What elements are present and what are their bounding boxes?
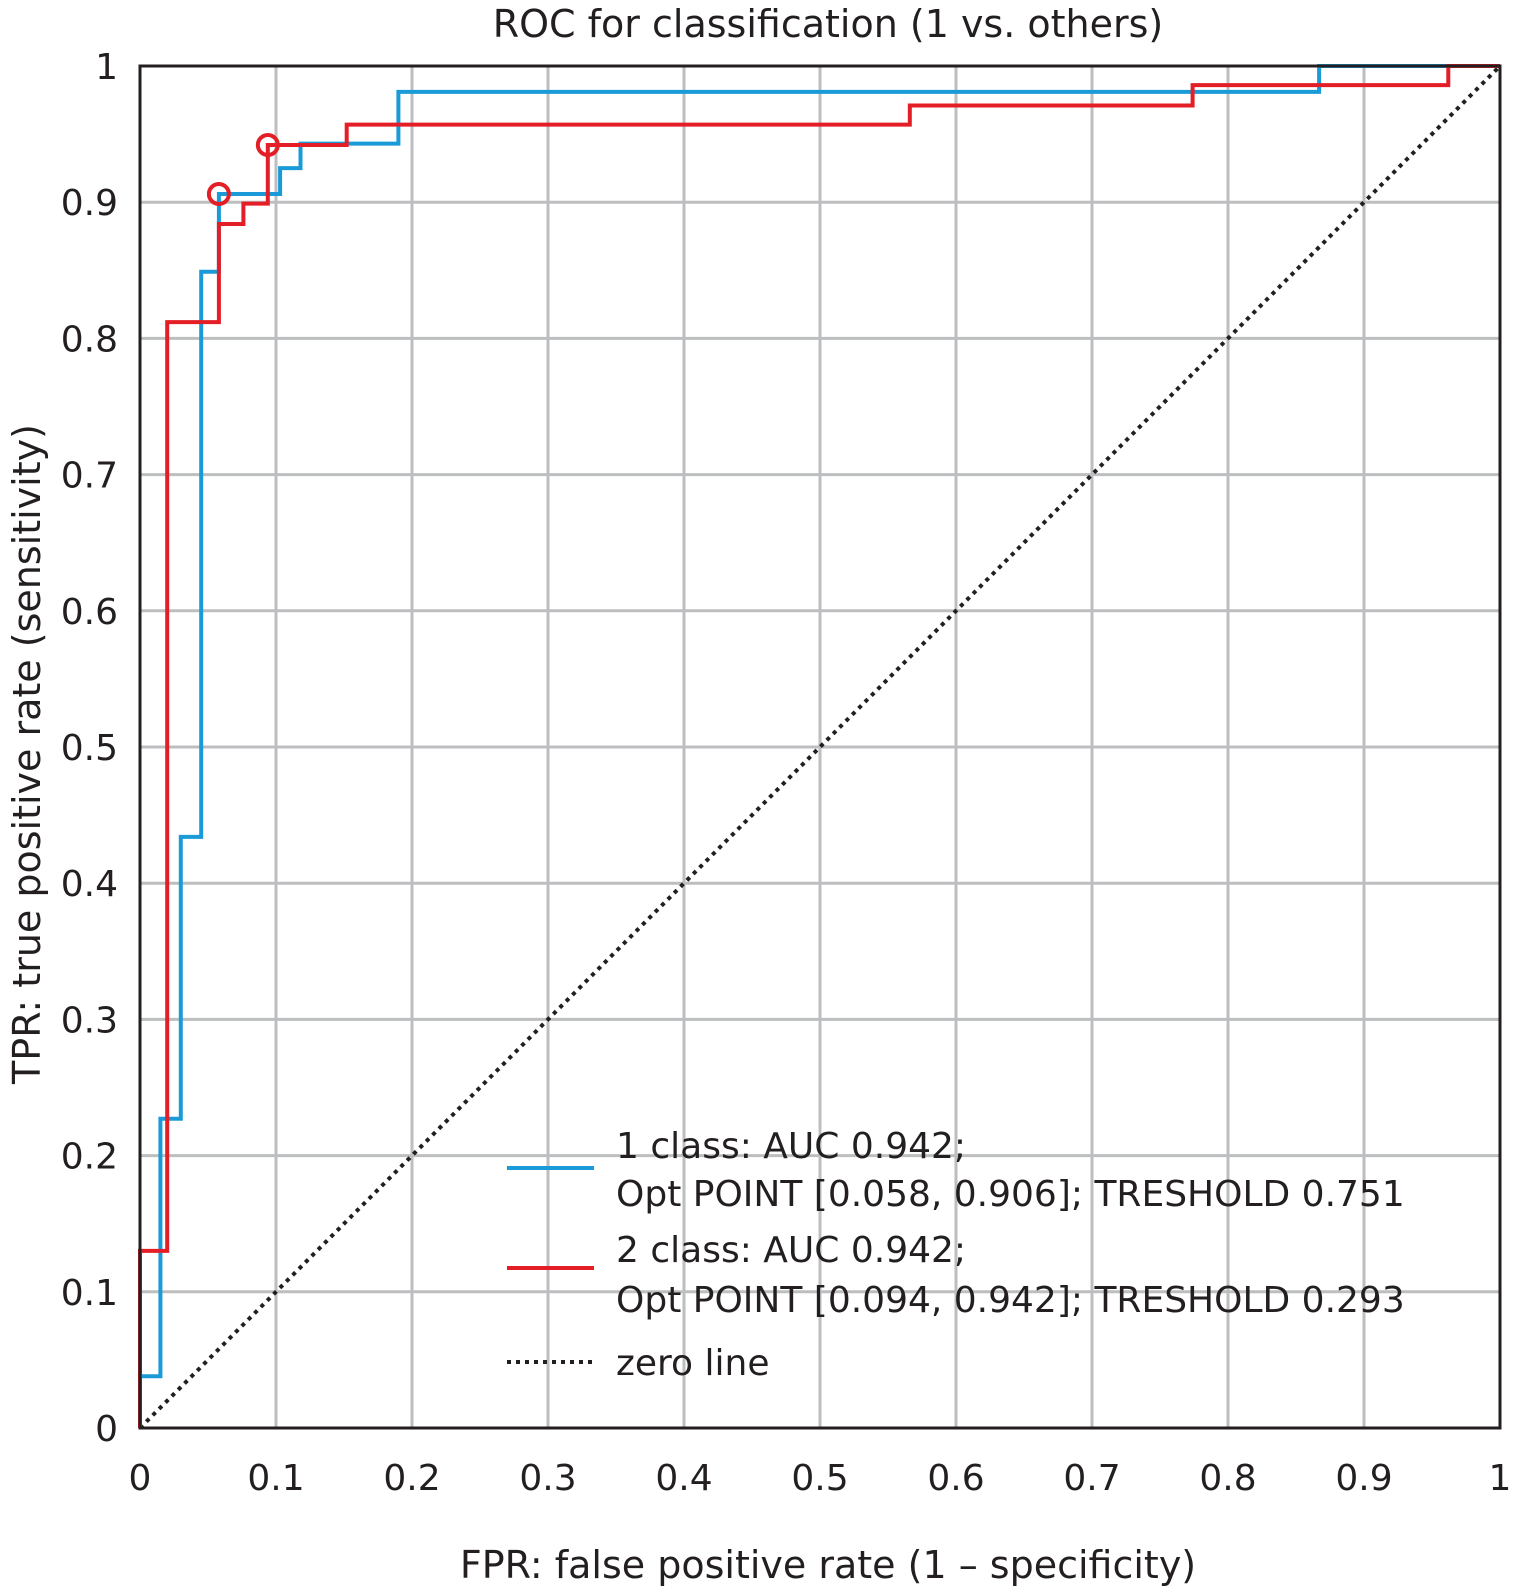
zero-line-layer <box>138 64 1502 1430</box>
legend-label-2-class: Opt POINT [0.094, 0.942]; TRESHOLD 0.293 <box>616 1280 1405 1321</box>
y-tick-label: 0.6 <box>61 592 118 633</box>
x-tick-label: 0.1 <box>247 1458 304 1499</box>
y-tick-label: 0 <box>95 1409 118 1450</box>
chart-title: ROC for classification (1 vs. others) <box>493 2 1164 46</box>
y-tick-label: 0.9 <box>61 183 118 224</box>
x-tick-label: 0.5 <box>791 1458 848 1499</box>
y-tick-label: 0.4 <box>61 864 118 905</box>
legend-label-1-class: Opt POINT [0.058, 0.906]; TRESHOLD 0.751 <box>616 1174 1405 1215</box>
y-tick-label: 1 <box>95 47 118 88</box>
series-layer <box>138 64 1500 1428</box>
x-tick-label: 0 <box>129 1458 152 1499</box>
x-tick-label: 0.8 <box>1199 1458 1256 1499</box>
series-line-zero-line <box>138 64 1502 1430</box>
y-tick-label: 0.5 <box>61 728 118 769</box>
x-axis-title: FPR: false positive rate (1 – specificit… <box>460 1543 1196 1587</box>
legend-label-2-class: 2 class: AUC 0.942; <box>616 1230 966 1271</box>
x-tick-label: 1 <box>1489 1458 1512 1499</box>
y-tick-label: 0.1 <box>61 1273 118 1314</box>
legend-label-zero-line: zero line <box>616 1343 770 1384</box>
y-tick-label: 0.7 <box>61 456 118 497</box>
y-tick-label: 0.3 <box>61 1000 118 1041</box>
y-axis-title: TPR: true positive rate (sensitivity) <box>5 424 49 1085</box>
legend: 1 class: AUC 0.942; Opt POINT [0.058, 0.9… <box>507 1126 1405 1384</box>
y-tick-label: 0.2 <box>61 1137 118 1178</box>
opt-point-marker-2-class <box>255 132 280 157</box>
x-tick-label: 0.2 <box>383 1458 440 1499</box>
x-tick-label: 0.7 <box>1063 1458 1120 1499</box>
y-tick-labels: 0 0.1 0.2 0.3 0.4 0.5 0.6 0.7 0.8 0.9 1 <box>61 47 118 1450</box>
x-tick-label: 0.9 <box>1335 1458 1392 1499</box>
plot-frame <box>138 64 1502 1430</box>
x-tick-label: 0.6 <box>927 1458 984 1499</box>
x-tick-label: 0.4 <box>655 1458 712 1499</box>
x-tick-labels: 0 0.1 0.2 0.3 0.4 0.5 0.6 0.7 0.8 0.9 1 <box>129 1458 1512 1499</box>
y-tick-label: 0.8 <box>61 319 118 360</box>
legend-label-1-class: 1 class: AUC 0.942; <box>616 1126 966 1167</box>
x-tick-label: 0.3 <box>519 1458 576 1499</box>
series-line-2-class <box>138 64 1500 1428</box>
opt-point-marker-1-class <box>206 182 231 207</box>
series-line-1-class <box>138 64 1500 1428</box>
